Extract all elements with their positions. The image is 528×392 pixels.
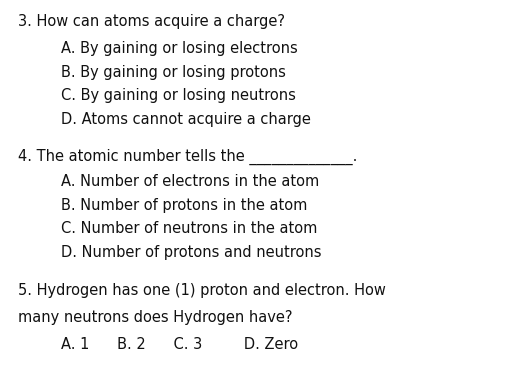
Text: C. By gaining or losing neutrons: C. By gaining or losing neutrons [61, 88, 296, 103]
Text: D. Number of protons and neutrons: D. Number of protons and neutrons [61, 245, 321, 260]
Text: 3. How can atoms acquire a charge?: 3. How can atoms acquire a charge? [18, 14, 286, 29]
Text: A. 1      B. 2      C. 3         D. Zero: A. 1 B. 2 C. 3 D. Zero [61, 337, 298, 352]
Text: C. Number of neutrons in the atom: C. Number of neutrons in the atom [61, 221, 317, 236]
Text: D. Atoms cannot acquire a charge: D. Atoms cannot acquire a charge [61, 112, 310, 127]
Text: A. Number of electrons in the atom: A. Number of electrons in the atom [61, 174, 319, 189]
Text: A. By gaining or losing electrons: A. By gaining or losing electrons [61, 41, 297, 56]
Text: 4. The atomic number tells the ______________.: 4. The atomic number tells the _________… [18, 149, 358, 165]
Text: many neutrons does Hydrogen have?: many neutrons does Hydrogen have? [18, 310, 293, 325]
Text: B. Number of protons in the atom: B. Number of protons in the atom [61, 198, 307, 213]
Text: B. By gaining or losing protons: B. By gaining or losing protons [61, 65, 286, 80]
Text: 5. Hydrogen has one (1) proton and electron. How: 5. Hydrogen has one (1) proton and elect… [18, 283, 386, 298]
